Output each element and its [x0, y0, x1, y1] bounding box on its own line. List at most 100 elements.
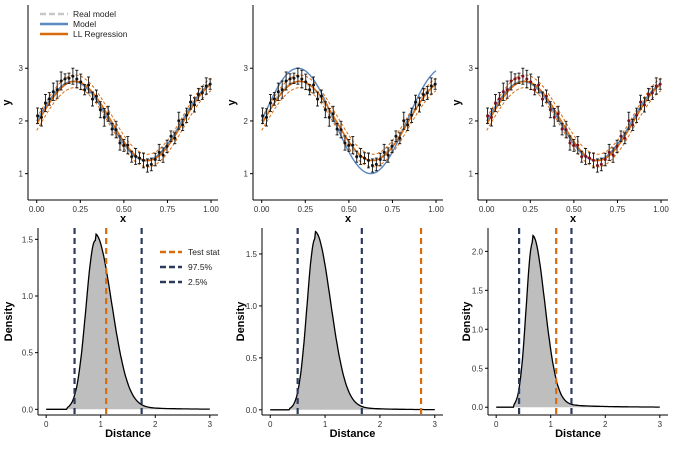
- bottom-middle-y-tick-label: 1.0: [246, 302, 258, 311]
- top-right-data-point: [490, 115, 494, 119]
- top-middle-x-tick-label: 1.00: [428, 205, 444, 214]
- top-left-panel: 0.00 0.25 0.50 0.75 1.00 1 2 3 x y Real modelModel…: [1, 5, 219, 225]
- top-right-data-point: [486, 114, 490, 118]
- top-middle-data-point: [315, 97, 319, 101]
- top-middle-data-point: [359, 154, 363, 158]
- top-right-data-point: [603, 158, 607, 162]
- top-middle-data-point: [272, 97, 276, 101]
- bottom-left-density-area: [46, 234, 210, 410]
- bottom-right-y-tick-label: 0.5: [472, 364, 484, 373]
- bottom-right-x-tick-label: 3: [658, 420, 663, 429]
- top-middle-data-point: [347, 143, 351, 147]
- top-right-data-point: [529, 80, 533, 84]
- top-left-data-point: [43, 101, 47, 105]
- top-middle-x-tick-label: 0.50: [341, 205, 357, 214]
- bottom-right-x-axis-label: Distance: [555, 428, 601, 440]
- top-right-data-point: [623, 136, 627, 140]
- bottom-middle-x-tick-label: 3: [433, 420, 438, 429]
- bottom-left-y-axis-label: Density: [3, 301, 15, 342]
- bottom-middle-density-line: [270, 230, 435, 411]
- top-middle-data-point: [414, 100, 418, 104]
- top-left-y-tick-label: 2: [19, 117, 24, 126]
- top-middle-y-tick-label: 3: [244, 64, 249, 73]
- top-right-data-point: [501, 90, 505, 94]
- top-left-ll-upper-band: [36, 74, 212, 155]
- top-left-data-point: [79, 80, 83, 84]
- top-left-data-point: [149, 162, 153, 166]
- top-middle-ll-upper-band: [261, 74, 437, 155]
- top-right-data-point: [599, 162, 603, 166]
- top-right-y-tick-label: 1: [469, 170, 474, 179]
- top-right-data-point: [513, 77, 517, 81]
- top-left-data-point: [63, 77, 67, 81]
- top-left-data-point: [161, 153, 165, 157]
- top-left-data-point: [59, 79, 63, 83]
- bottom-right-x-tick-label: 2: [603, 420, 608, 429]
- top-right-data-point: [658, 82, 662, 86]
- top-left-data-point: [138, 156, 142, 160]
- bottom-left-legend-label: Test stat: [188, 247, 220, 257]
- top-middle-data-point: [382, 150, 386, 154]
- top-middle-panel: 0.00 0.25 0.50 0.75 1.00 1 2 3 x y: [226, 5, 444, 225]
- bottom-right-x-tick-label: 0: [494, 420, 499, 429]
- bottom-left-x-tick-label: 3: [208, 420, 213, 429]
- bottom-middle-y-tick-label: 0.5: [246, 354, 258, 363]
- top-right-data-point: [584, 154, 588, 158]
- top-right-data-point: [642, 103, 646, 107]
- bottom-left-x-axis-label: Distance: [105, 428, 151, 440]
- top-left-data-point: [114, 128, 118, 132]
- top-middle-data-point: [284, 79, 288, 83]
- top-middle-data-point: [268, 101, 272, 105]
- top-right-data-point: [497, 97, 501, 101]
- top-right-x-axis-label: x: [570, 213, 577, 225]
- top-right-y-tick-label: 2: [469, 117, 474, 126]
- top-middle-data-point: [398, 136, 402, 140]
- bottom-left-y-tick-label: 1.5: [22, 235, 34, 244]
- top-middle-data-point: [406, 123, 410, 127]
- top-right-data-point: [552, 115, 556, 119]
- top-middle-data-point: [288, 77, 292, 81]
- top-middle-y-tick-label: 2: [244, 117, 249, 126]
- top-middle-data-point: [276, 90, 280, 94]
- top-left-data-point: [118, 141, 122, 145]
- top-right-data-point: [568, 141, 572, 145]
- top-middle-data-point: [421, 92, 425, 96]
- top-left-data-point: [126, 143, 130, 147]
- top-right-data-point: [595, 164, 599, 168]
- bottom-left-x-tick-label: 1: [99, 420, 104, 429]
- top-left-data-point: [145, 164, 149, 168]
- top-right-data-point: [517, 76, 521, 80]
- top-middle-data-point: [433, 82, 437, 86]
- top-right-data-point: [509, 79, 513, 83]
- top-middle-y-axis-label: y: [226, 99, 238, 106]
- bottom-middle-density-area: [270, 231, 435, 410]
- top-right-data-point: [548, 108, 552, 112]
- top-left-data-point: [157, 150, 161, 154]
- bottom-left-legend-label: 97.5%: [188, 262, 213, 272]
- top-middle-data-point: [312, 83, 316, 87]
- top-right-data-point: [540, 97, 544, 101]
- top-left-data-point: [181, 123, 185, 127]
- top-right-ll-upper-band: [486, 74, 662, 155]
- top-left-data-point: [204, 84, 208, 88]
- top-left-data-point: [192, 103, 196, 107]
- bottom-left-y-tick-label: 0.0: [22, 405, 34, 414]
- top-left-data-point: [173, 136, 177, 140]
- bottom-right-panel: 0 1 2 3 0.0 0.5 1.0 1.5 2.0 Distance Density: [461, 228, 668, 440]
- top-middle-data-point: [402, 119, 406, 123]
- top-left-data-point: [177, 119, 181, 123]
- top-left-legend-label: Model: [73, 19, 96, 29]
- bottom-middle-panel: 0 1 2 3 0.0 0.5 1.0 1.5 Distance Density: [235, 228, 443, 440]
- top-left-x-tick-label: 0.75: [160, 205, 176, 214]
- bottom-left-density-line: [46, 232, 210, 410]
- top-middle-data-point: [417, 103, 421, 107]
- top-left-data-point: [130, 155, 134, 159]
- top-middle-data-point: [292, 76, 296, 80]
- top-middle-data-point: [343, 141, 347, 145]
- top-left-data-point: [67, 76, 71, 80]
- top-right-data-point: [533, 88, 537, 92]
- bottom-right-y-tick-label: 1.5: [472, 286, 484, 295]
- top-left-data-point: [51, 90, 55, 94]
- top-middle-data-point: [296, 74, 300, 78]
- bottom-right-y-tick-label: 0.0: [472, 403, 484, 412]
